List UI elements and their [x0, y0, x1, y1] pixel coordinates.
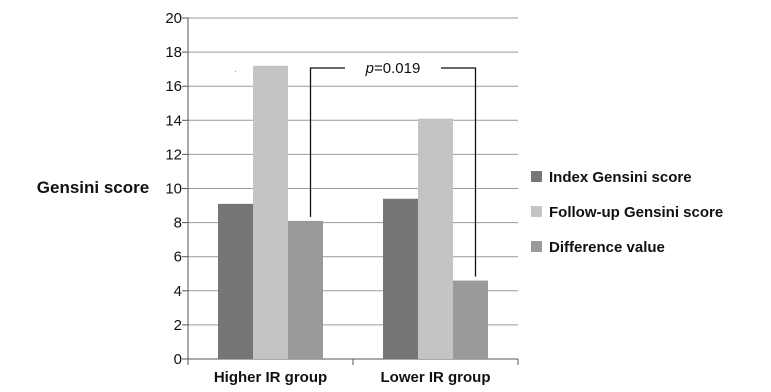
y-tick-label: 0	[174, 351, 182, 368]
p-value-bracket	[309, 67, 477, 277]
legend-label: Index Gensini score	[549, 169, 692, 186]
bar-index-gensini-score-1	[218, 203, 253, 359]
p-value: =0.019	[374, 60, 420, 77]
y-tick-label: 12	[165, 146, 182, 163]
bar-difference-value-1	[288, 220, 323, 359]
y-tick-label: 18	[165, 44, 182, 61]
y-tick-label: 20	[165, 10, 182, 27]
legend-label: Difference value	[549, 239, 665, 256]
bar-index-gensini-score-2	[383, 198, 418, 359]
p-value-annotation: p=0.019	[309, 60, 477, 277]
y-tick-label: 4	[174, 283, 182, 300]
y-axis-title: Gensini score	[37, 178, 149, 197]
x-tick-label: Lower IR group	[381, 369, 491, 386]
x-axis-labels: Higher IR group Lower IR group	[187, 359, 519, 386]
y-tick-label: 10	[165, 181, 182, 198]
stray-mark: ·	[234, 66, 237, 76]
legend-swatch	[531, 206, 542, 217]
legend-swatch	[531, 171, 542, 182]
y-tick-label: 6	[174, 249, 182, 266]
legend: Index Gensini score Follow-up Gensini sco…	[531, 169, 723, 256]
bar-follow-up-gensini-score-2	[418, 118, 453, 359]
y-tick-label: 2	[174, 317, 182, 334]
p-value-label: p=0.019	[365, 60, 421, 77]
y-tick-label: 8	[174, 215, 182, 232]
x-tick-label: Higher IR group	[214, 369, 327, 386]
y-tick-label: 14	[165, 112, 182, 129]
bar-difference-value-2	[453, 280, 488, 359]
y-axis-ticks: 0 2 4 6 8 10 12 14 16 18 20	[165, 10, 188, 368]
p-symbol: p	[365, 60, 374, 77]
legend-swatch	[531, 241, 542, 252]
legend-label: Follow-up Gensini score	[549, 204, 723, 221]
y-tick-label: 16	[165, 78, 182, 95]
bars	[218, 65, 488, 360]
bar-follow-up-gensini-score-1	[253, 65, 288, 360]
